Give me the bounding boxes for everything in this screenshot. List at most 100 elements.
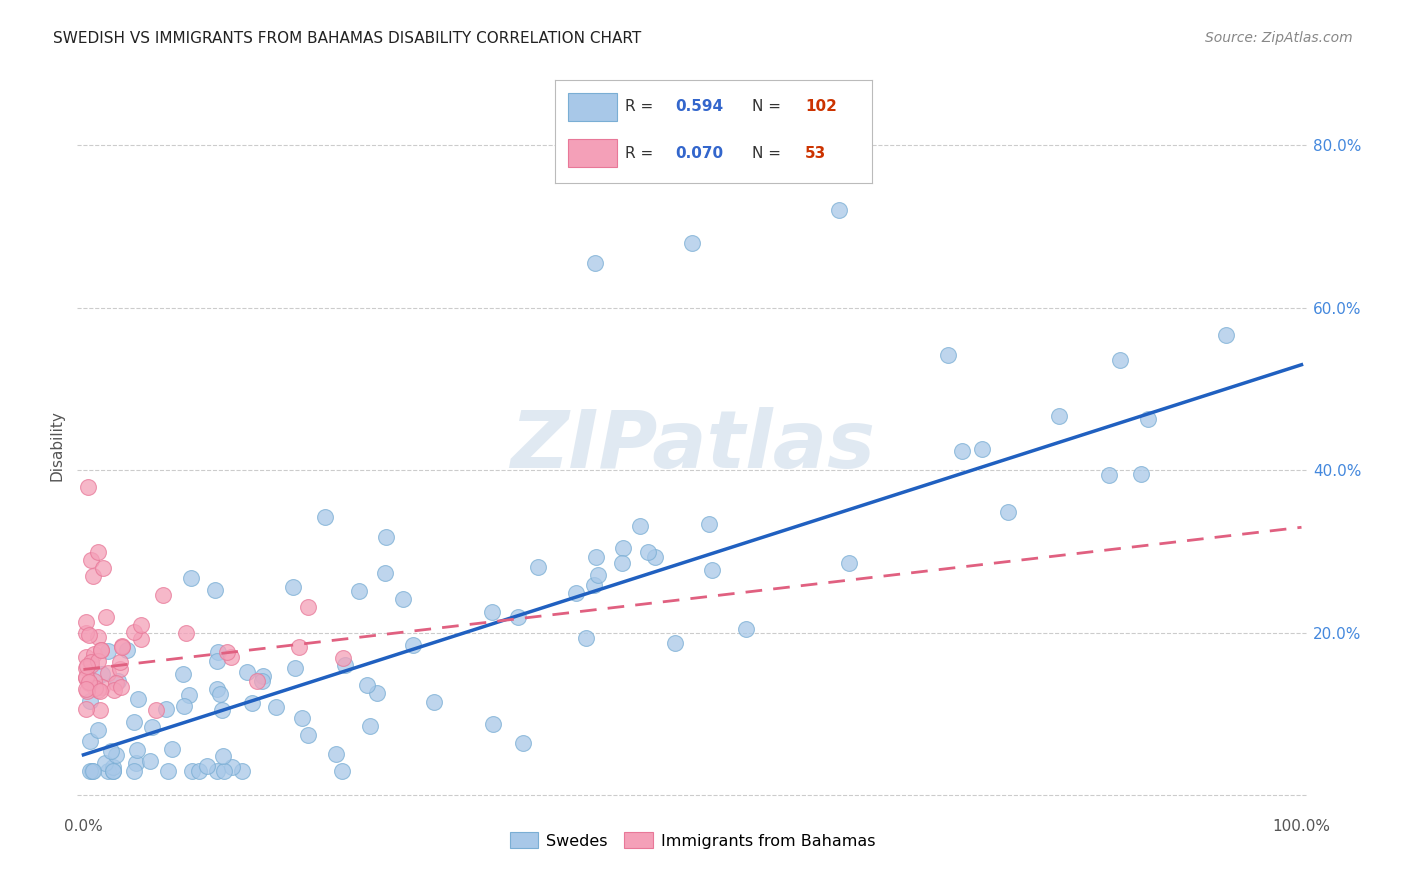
Point — [100, 744, 122, 758]
Y-axis label: Disability: Disability — [49, 410, 65, 482]
Point — [89, 684, 111, 698]
Point — [585, 550, 607, 565]
Point — [90, 643, 112, 657]
Point — [209, 687, 232, 701]
Point — [970, 442, 993, 457]
Point — [586, 567, 609, 582]
Point — [97, 764, 120, 778]
Point — [80, 553, 103, 567]
Point — [82, 569, 104, 583]
Point — [79, 628, 101, 642]
Point — [526, 559, 548, 574]
Point — [101, 764, 124, 778]
Point — [75, 682, 97, 697]
Point — [94, 756, 117, 770]
Point — [75, 650, 97, 665]
Point — [221, 650, 243, 665]
Text: 0.070: 0.070 — [675, 145, 724, 161]
Point — [157, 764, 180, 778]
Point — [110, 681, 132, 695]
Point — [366, 686, 388, 700]
Point — [104, 676, 127, 690]
Point — [574, 632, 596, 646]
Point — [628, 518, 651, 533]
Point — [950, 444, 973, 458]
Point — [188, 764, 211, 778]
Point — [231, 764, 253, 778]
Point — [155, 702, 177, 716]
Point — [374, 566, 396, 581]
Point — [108, 663, 131, 677]
Point — [423, 695, 446, 709]
Point — [612, 556, 634, 570]
Point — [83, 674, 105, 689]
Point — [359, 719, 381, 733]
Text: 0.594: 0.594 — [675, 99, 724, 114]
Point — [80, 655, 103, 669]
Point — [83, 648, 105, 662]
Point — [181, 764, 204, 778]
Point — [97, 665, 120, 680]
Point — [77, 676, 100, 690]
Point — [107, 673, 129, 688]
Point — [1130, 467, 1153, 481]
Point — [97, 644, 120, 658]
Point — [212, 749, 235, 764]
Point — [91, 561, 114, 575]
Point — [697, 516, 720, 531]
Point — [211, 703, 233, 717]
Point — [75, 702, 97, 716]
Point — [174, 626, 197, 640]
Point — [284, 661, 307, 675]
Point — [392, 592, 415, 607]
Point — [127, 692, 149, 706]
Point — [152, 588, 174, 602]
Point — [333, 657, 356, 672]
Point — [1215, 328, 1237, 343]
Point — [401, 638, 423, 652]
Point — [172, 667, 194, 681]
Point — [997, 505, 1019, 519]
Point — [644, 549, 666, 564]
Point — [82, 764, 104, 778]
Text: SWEDISH VS IMMIGRANTS FROM BAHAMAS DISABILITY CORRELATION CHART: SWEDISH VS IMMIGRANTS FROM BAHAMAS DISAB… — [53, 31, 641, 46]
Point — [104, 747, 127, 762]
Point — [80, 657, 103, 672]
Point — [240, 696, 263, 710]
FancyBboxPatch shape — [568, 139, 617, 168]
Point — [1109, 353, 1132, 368]
Text: 102: 102 — [806, 99, 837, 114]
Point — [734, 622, 756, 636]
Point — [76, 658, 98, 673]
Point — [173, 699, 195, 714]
Point — [205, 764, 228, 778]
Point — [637, 544, 659, 558]
Point — [79, 764, 101, 778]
Point — [236, 665, 259, 679]
Point — [207, 654, 229, 668]
Point — [111, 640, 134, 655]
Point — [125, 756, 148, 771]
Point — [122, 714, 145, 729]
Text: 53: 53 — [806, 145, 827, 161]
Point — [115, 642, 138, 657]
Point — [1098, 468, 1121, 483]
Point — [246, 673, 269, 688]
Point — [250, 673, 273, 688]
Point — [204, 583, 226, 598]
Point — [77, 675, 100, 690]
Text: N =: N = — [752, 99, 786, 114]
Point — [682, 235, 704, 250]
Point — [375, 530, 398, 544]
Point — [122, 624, 145, 639]
Point — [131, 632, 153, 647]
Point — [101, 759, 124, 773]
Point — [838, 556, 860, 570]
Point — [122, 764, 145, 778]
Point — [82, 764, 104, 778]
Point — [583, 256, 606, 270]
Point — [565, 586, 588, 600]
Point — [162, 741, 184, 756]
Point — [1047, 409, 1070, 423]
Point — [75, 671, 97, 685]
